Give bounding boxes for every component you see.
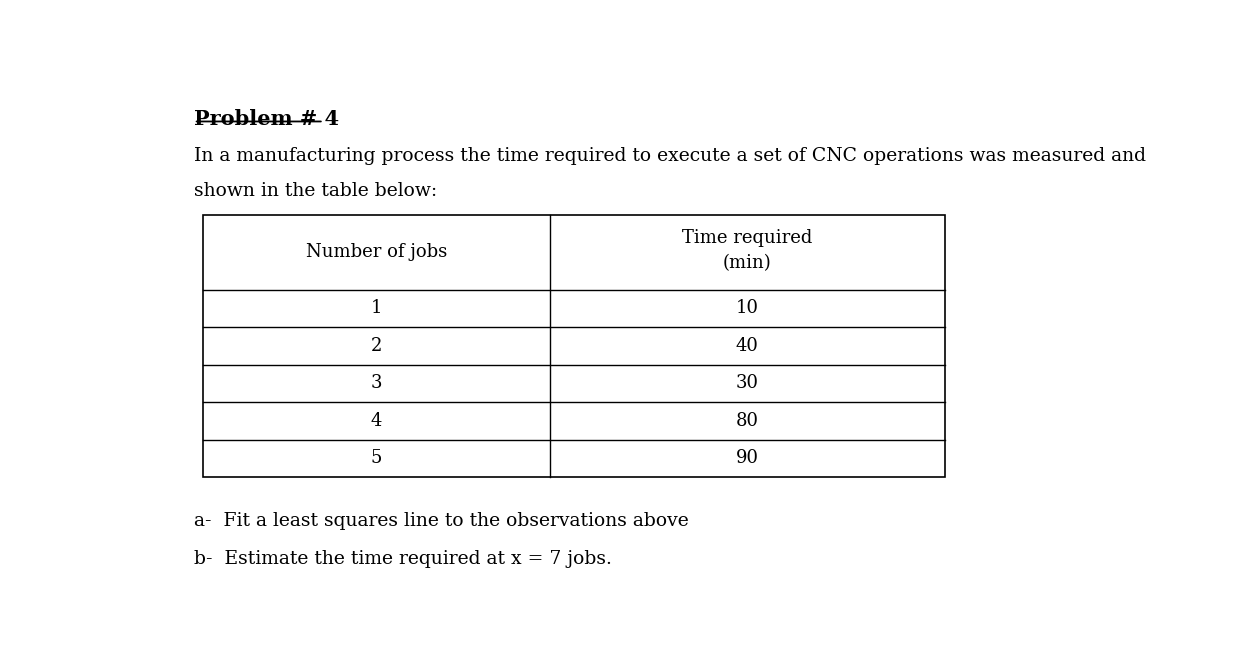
Text: 1: 1 bbox=[371, 299, 383, 318]
Text: 30: 30 bbox=[735, 375, 759, 392]
Text: Problem # 4: Problem # 4 bbox=[194, 109, 339, 129]
Text: 3: 3 bbox=[371, 375, 383, 392]
Text: b-  Estimate the time required at x = 7 jobs.: b- Estimate the time required at x = 7 j… bbox=[194, 550, 611, 568]
Text: 10: 10 bbox=[735, 299, 759, 318]
Text: 4: 4 bbox=[371, 412, 383, 430]
Text: 2: 2 bbox=[371, 337, 383, 355]
Text: 90: 90 bbox=[735, 449, 759, 467]
Text: 5: 5 bbox=[371, 449, 383, 467]
Text: Number of jobs: Number of jobs bbox=[306, 243, 447, 261]
Text: In a manufacturing process the time required to execute a set of CNC operations : In a manufacturing process the time requ… bbox=[194, 147, 1146, 164]
Text: a-  Fit a least squares line to the observations above: a- Fit a least squares line to the obser… bbox=[194, 512, 688, 531]
Text: (min): (min) bbox=[723, 254, 771, 272]
Text: Time required: Time required bbox=[682, 229, 812, 247]
Text: shown in the table below:: shown in the table below: bbox=[194, 182, 437, 200]
Text: 80: 80 bbox=[735, 412, 759, 430]
Text: 40: 40 bbox=[735, 337, 759, 355]
